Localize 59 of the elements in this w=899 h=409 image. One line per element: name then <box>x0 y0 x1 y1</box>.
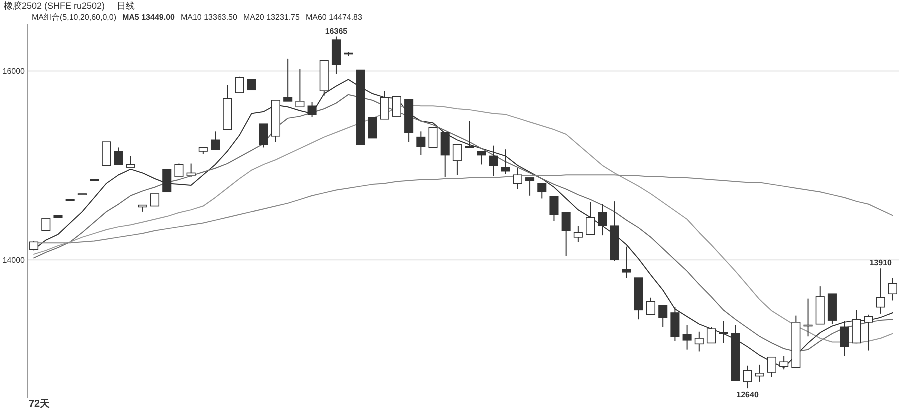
chart-subtitle: 日线 <box>117 1 136 11</box>
candlestick <box>670 306 680 342</box>
candlestick <box>574 226 583 243</box>
candlestick <box>126 156 136 168</box>
candlestick <box>562 212 571 257</box>
annotation: 13910 <box>870 258 893 268</box>
candlestick <box>755 364 764 382</box>
candlestick <box>694 331 704 352</box>
candlestick <box>259 124 268 148</box>
candlestick <box>150 194 160 207</box>
candlestick <box>586 202 596 236</box>
candlestick <box>416 131 426 156</box>
candlestick <box>284 58 293 102</box>
chart-title: 橡胶2502 (SHFE ru2502) <box>4 1 106 11</box>
candlestick <box>682 324 692 350</box>
candlestick <box>876 268 886 314</box>
candlestick <box>743 365 752 390</box>
candlestick <box>210 131 220 150</box>
y-tick-label: 14000 <box>2 256 26 266</box>
candlestick <box>538 183 547 200</box>
text: MA组合(5,10,20,60,0,0) <box>32 13 117 22</box>
candlestick <box>526 177 535 196</box>
candlestick <box>550 196 559 222</box>
candlestick <box>102 142 112 166</box>
candlestick <box>452 144 462 176</box>
candlestick <box>864 314 874 352</box>
candlestick <box>186 163 196 178</box>
text: MA20 13231.75 <box>243 13 301 22</box>
candlestick <box>840 321 850 357</box>
candlestick <box>114 147 124 166</box>
y-tick-label: 16000 <box>2 67 26 76</box>
candlestick <box>368 117 378 139</box>
candlestick <box>392 96 402 117</box>
candlestick <box>598 204 608 236</box>
candlestick <box>308 102 317 118</box>
candlestick <box>513 168 522 190</box>
candlestick <box>235 76 244 94</box>
candlestick <box>440 132 450 178</box>
candlestick <box>852 310 862 344</box>
text: MA10 13363.50 <box>180 13 238 22</box>
candlestick <box>646 297 656 316</box>
candlestick <box>42 218 51 232</box>
candlestick <box>428 127 438 148</box>
text: MA60 14474.83 <box>306 13 364 22</box>
candlestick <box>622 246 632 279</box>
candlestick <box>162 169 172 193</box>
candlestick <box>174 163 184 178</box>
candlestick <box>706 326 716 344</box>
candlestick <box>658 304 668 328</box>
text: 72天 <box>29 398 52 409</box>
annotation: 12640 <box>736 390 760 400</box>
candlestick <box>477 151 486 166</box>
candlestick <box>247 79 256 91</box>
candlestick <box>380 90 390 120</box>
text: MA5 13449.00 <box>122 13 176 22</box>
candlestick <box>501 149 510 175</box>
annotation: 16365 <box>325 26 348 36</box>
candlestick <box>489 145 498 177</box>
candlestick <box>888 278 898 302</box>
